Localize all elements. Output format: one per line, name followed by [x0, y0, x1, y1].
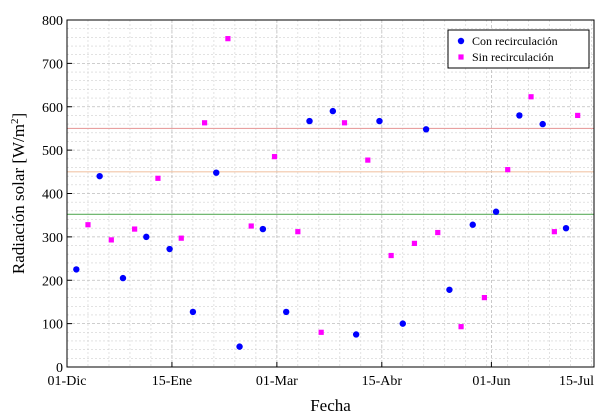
point-con-recirculacion [119, 274, 127, 282]
x-tick-label: 15-Abr [362, 374, 403, 389]
x-tick-label: 15-Jul [559, 374, 594, 389]
point-sin-recirculacion [458, 324, 464, 330]
data-points [73, 36, 581, 350]
point-con-recirculacion [492, 208, 500, 215]
point-con-recirculacion [446, 286, 453, 293]
y-axis-title-main: Radiación solar [W/m [9, 124, 28, 274]
point-sin-recirculacion [225, 36, 231, 42]
point-sin-recirculacion [528, 94, 534, 100]
y-tick-label: 200 [42, 274, 63, 289]
y-axis-title: Radiación solar [W/m2] [9, 113, 28, 274]
x-tick-label: 01-Jun [472, 374, 510, 389]
point-sin-recirculacion [132, 226, 138, 232]
point-con-recirculacion [282, 308, 290, 316]
y-tick-label: 500 [42, 144, 63, 159]
point-con-recirculacion [189, 308, 197, 316]
y-tick-label: 600 [42, 101, 63, 116]
point-sin-recirculacion [318, 329, 324, 335]
point-con-recirculacion [213, 169, 220, 176]
point-sin-recirculacion [178, 235, 184, 241]
point-con-recirculacion [329, 107, 337, 115]
point-sin-recirculacion [341, 120, 348, 126]
point-con-recirculacion [96, 172, 103, 180]
point-sin-recirculacion [295, 229, 301, 235]
point-con-recirculacion [562, 225, 570, 232]
y-tick-label: 800 [42, 14, 63, 29]
point-con-recirculacion [236, 343, 243, 350]
x-tick-label: 15-Ene [152, 374, 192, 389]
y-tick-label: 700 [42, 57, 63, 72]
legend: Con recirculación Sin recirculación [447, 29, 590, 69]
legend-marker-sin-recirculacion [458, 54, 464, 60]
point-sin-recirculacion [481, 295, 488, 301]
point-con-recirculacion [469, 221, 476, 228]
point-sin-recirculacion [271, 154, 278, 160]
point-con-recirculacion [376, 117, 383, 125]
y-tick-label: 400 [42, 188, 63, 203]
point-con-recirculacion [306, 117, 313, 125]
point-sin-recirculacion [575, 112, 581, 119]
point-con-recirculacion [422, 126, 430, 133]
point-sin-recirculacion [388, 252, 394, 259]
reference-lines [67, 127, 594, 215]
point-con-recirculacion [73, 266, 80, 273]
y-axis-title-superscript: 2 [9, 119, 21, 125]
point-con-recirculacion [166, 245, 173, 253]
point-sin-recirculacion [365, 157, 371, 163]
x-axis-title: Fecha [310, 396, 351, 414]
x-axis-ticks: 01-Dic 15-Ene 01-Mar 15-Abr 01-Jun 15-Jul [48, 362, 595, 389]
point-sin-recirculacion [248, 223, 254, 229]
y-tick-label: 0 [56, 361, 63, 376]
legend-label-sin-recirculacion: Sin recirculación [472, 50, 554, 64]
point-con-recirculacion [259, 225, 267, 233]
x-tick-label: 01-Mar [256, 374, 298, 389]
point-con-recirculacion [399, 320, 406, 327]
point-con-recirculacion [539, 120, 546, 128]
point-sin-recirculacion [108, 237, 114, 243]
point-sin-recirculacion [155, 175, 161, 181]
legend-box [447, 29, 590, 69]
point-sin-recirculacion [435, 229, 441, 236]
point-con-recirculacion [516, 112, 523, 119]
point-con-recirculacion [143, 233, 150, 241]
x-tick-label: 01-Dic [48, 374, 87, 389]
y-tick-label: 300 [42, 231, 63, 246]
point-sin-recirculacion [551, 229, 557, 235]
major-grid [66, 19, 595, 368]
legend-label-con-recirculacion: Con recirculación [472, 34, 558, 48]
point-sin-recirculacion [201, 120, 208, 126]
y-axis-ticks: 0 100 200 300 400 500 600 700 800 [42, 14, 72, 376]
y-tick-label: 100 [42, 318, 63, 333]
y-axis-title-close: ] [9, 113, 28, 119]
point-sin-recirculacion [85, 222, 91, 228]
point-sin-recirculacion [411, 240, 418, 246]
legend-marker-con-recirculacion [457, 37, 465, 45]
point-con-recirculacion [352, 331, 360, 338]
point-sin-recirculacion [505, 167, 511, 173]
